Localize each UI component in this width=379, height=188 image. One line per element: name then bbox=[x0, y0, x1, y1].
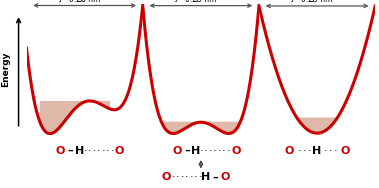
Text: H: H bbox=[75, 146, 84, 156]
Text: ·: · bbox=[323, 146, 327, 156]
Text: ·: · bbox=[194, 172, 198, 183]
Text: ·: · bbox=[328, 146, 332, 156]
Text: 0.25 nm: 0.25 nm bbox=[185, 0, 217, 4]
Title: Low-barrier
hydrogen bond: Low-barrier hydrogen bond bbox=[169, 0, 233, 2]
Text: O: O bbox=[220, 172, 230, 183]
Text: ·: · bbox=[307, 146, 311, 156]
Text: O: O bbox=[161, 172, 171, 183]
Text: ·: · bbox=[200, 146, 203, 156]
Text: ·: · bbox=[190, 172, 193, 183]
Text: O: O bbox=[172, 146, 182, 156]
Text: ·: · bbox=[222, 146, 226, 156]
Text: ·: · bbox=[88, 146, 91, 156]
Text: 0.28 nm: 0.28 nm bbox=[69, 0, 100, 4]
Text: O: O bbox=[340, 146, 350, 156]
Text: ·: · bbox=[110, 146, 114, 156]
Text: ·: · bbox=[208, 146, 212, 156]
Text: ·: · bbox=[302, 146, 306, 156]
Text: ·: · bbox=[92, 146, 96, 156]
Text: ·: · bbox=[333, 146, 337, 156]
Text: –: – bbox=[68, 146, 74, 156]
Text: H: H bbox=[201, 172, 210, 183]
Text: ·: · bbox=[180, 172, 184, 183]
Text: ·: · bbox=[101, 146, 105, 156]
Text: ·: · bbox=[227, 146, 230, 156]
Title: Single-well
hydrogen bond: Single-well hydrogen bond bbox=[285, 0, 349, 2]
Text: ·: · bbox=[297, 146, 301, 156]
Text: –: – bbox=[212, 172, 218, 183]
Text: ·: · bbox=[218, 146, 221, 156]
Text: 0.23 nm: 0.23 nm bbox=[301, 0, 333, 4]
Text: ·: · bbox=[172, 172, 175, 183]
Text: ·: · bbox=[185, 172, 189, 183]
Text: H: H bbox=[312, 146, 322, 156]
Title: 'Normal'
hydrogen bond: 'Normal' hydrogen bond bbox=[53, 0, 117, 2]
Text: O: O bbox=[231, 146, 241, 156]
Text: O: O bbox=[56, 146, 65, 156]
Text: ·: · bbox=[213, 146, 217, 156]
Text: ·: · bbox=[97, 146, 100, 156]
Text: H: H bbox=[191, 146, 200, 156]
Text: O: O bbox=[115, 146, 124, 156]
Text: ·: · bbox=[106, 146, 110, 156]
Text: ·: · bbox=[204, 146, 208, 156]
Text: ·: · bbox=[83, 146, 87, 156]
Text: ·: · bbox=[176, 172, 180, 183]
Text: Energy: Energy bbox=[1, 52, 10, 87]
Text: –: – bbox=[184, 146, 190, 156]
Text: ·: · bbox=[199, 172, 202, 183]
Text: O: O bbox=[284, 146, 294, 156]
